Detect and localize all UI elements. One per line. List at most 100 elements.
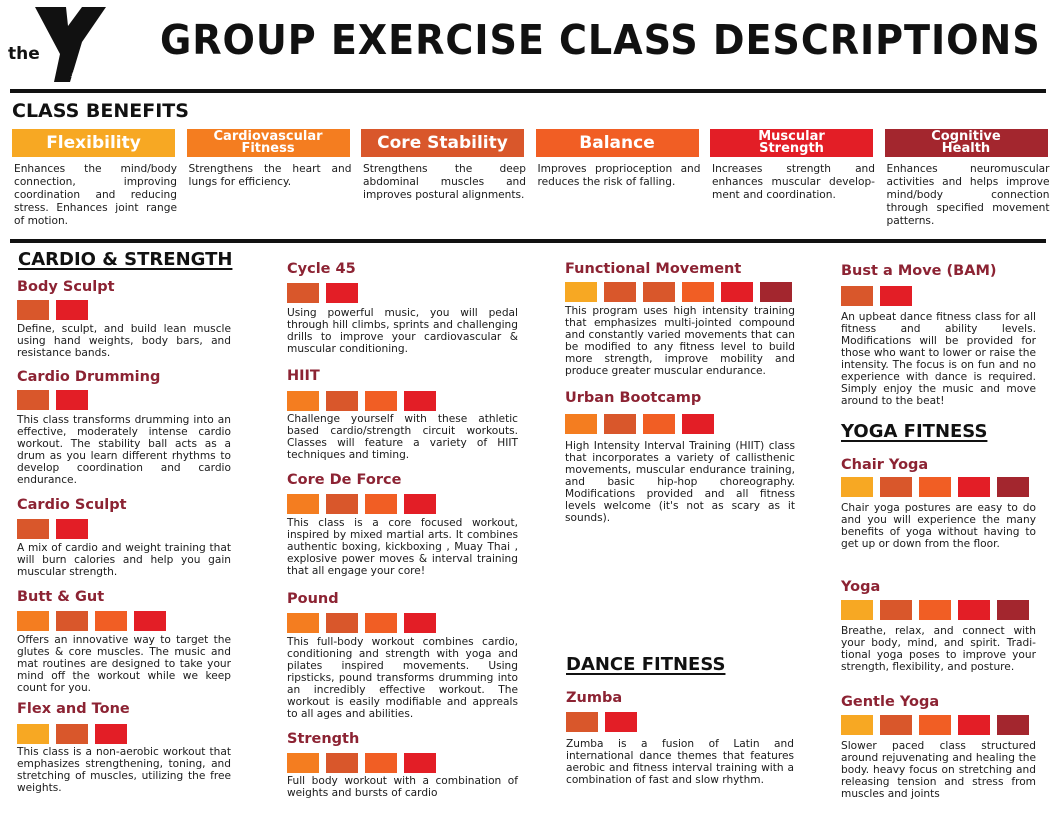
- benefit-description: Enhances the mind/body connection, impro…: [14, 163, 177, 227]
- class-description: Using powerful music, you will pedal thr…: [287, 307, 518, 355]
- class-description: This full-body workout combines cardio, …: [287, 636, 518, 720]
- benefit-header-2: Core Stability: [361, 129, 524, 157]
- class-description: This program uses high intensity trainin…: [565, 305, 795, 377]
- benefit-swatch: [682, 282, 714, 302]
- class-title: Zumba: [566, 690, 623, 706]
- benefit-swatch: [958, 715, 990, 735]
- benefit-swatches: [841, 600, 1029, 620]
- benefit-swatch: [326, 391, 358, 411]
- benefit-swatch: [56, 724, 88, 744]
- benefit-swatches: [17, 300, 88, 320]
- benefit-swatch: [997, 715, 1029, 735]
- benefit-swatches: [287, 283, 358, 303]
- class-title: Cardio Sculpt: [17, 497, 127, 513]
- benefit-swatch: [643, 282, 675, 302]
- benefit-swatch: [326, 613, 358, 633]
- class-title: HIIT: [287, 368, 320, 384]
- benefit-swatches: [17, 519, 88, 539]
- class-description: A mix of cardio and weight training that…: [17, 542, 231, 578]
- benefit-swatch: [17, 724, 49, 744]
- class-description: Slower paced class structured around rej…: [841, 740, 1036, 800]
- benefit-swatches: [17, 611, 166, 631]
- benefit-swatch: [95, 724, 127, 744]
- benefit-swatch: [17, 611, 49, 631]
- benefit-swatch: [365, 753, 397, 773]
- benefit-swatch: [880, 286, 912, 306]
- benefit-swatch: [997, 477, 1029, 497]
- benefit-swatch: [287, 494, 319, 514]
- benefit-header-0: Flexibility: [12, 129, 175, 157]
- benefit-swatch: [17, 300, 49, 320]
- benefit-swatches: [17, 724, 127, 744]
- benefit-swatches: [287, 753, 436, 773]
- benefit-swatches: [841, 715, 1029, 735]
- class-description: Full body workout with a combination of …: [287, 775, 518, 799]
- benefit-swatch: [287, 753, 319, 773]
- benefit-swatches: [841, 477, 1029, 497]
- benefit-swatch: [605, 712, 637, 732]
- benefit-swatch: [134, 611, 166, 631]
- class-description: Chair yoga postures are easy to do and y…: [841, 502, 1036, 550]
- benefit-header-5: Cognitive Health: [884, 129, 1048, 157]
- benefit-swatches: [565, 282, 792, 302]
- class-description: Challenge yourself with these athletic b…: [287, 413, 518, 461]
- benefit-swatch: [643, 414, 675, 434]
- section-dance-fitness: DANCE FITNESS: [566, 654, 726, 675]
- benefit-swatch: [17, 519, 49, 539]
- class-description: This class transforms drumming into an e…: [17, 414, 231, 486]
- benefit-swatch: [565, 414, 597, 434]
- benefit-swatch: [326, 753, 358, 773]
- class-description: An upbeat dance fitness class for all fi…: [841, 311, 1036, 407]
- benefit-swatches: [17, 390, 88, 410]
- benefit-header-4: Muscular Strength: [710, 129, 873, 157]
- benefit-description: Enhances neuromuscular activities and he…: [886, 163, 1050, 227]
- benefit-swatch: [682, 414, 714, 434]
- benefit-description: Strengthens the deep abdominal muscles a…: [363, 163, 526, 201]
- benefit-swatch: [841, 600, 873, 620]
- class-benefits-heading: CLASS BENEFITS: [12, 100, 189, 122]
- class-title: Gentle Yoga: [841, 694, 940, 710]
- class-title: Urban Bootcamp: [565, 390, 702, 406]
- class-title: Functional Movement: [565, 261, 742, 277]
- benefit-swatch: [604, 282, 636, 302]
- benefit-swatch: [17, 390, 49, 410]
- benefit-swatch: [919, 477, 951, 497]
- benefit-swatch: [56, 519, 88, 539]
- benefit-swatch: [841, 715, 873, 735]
- page-title: GROUP EXERCISE CLASS DESCRIPTIONS: [160, 16, 1041, 64]
- benefit-swatch: [56, 611, 88, 631]
- ymca-y-icon: the YMCA: [8, 7, 106, 82]
- class-description: Offers an innovative way to target the g…: [17, 634, 231, 694]
- benefit-swatch: [997, 600, 1029, 620]
- class-description: High Intensity Interval Training (HIIT) …: [565, 440, 795, 524]
- benefit-swatch: [326, 283, 358, 303]
- benefit-swatch: [880, 715, 912, 735]
- benefit-swatches: [287, 391, 436, 411]
- benefit-swatch: [919, 600, 951, 620]
- class-title: Body Sculpt: [17, 279, 115, 295]
- benefit-swatch: [566, 712, 598, 732]
- benefit-swatch: [287, 391, 319, 411]
- benefit-swatch: [404, 391, 436, 411]
- benefit-swatch: [56, 300, 88, 320]
- middle-divider: [10, 239, 1046, 243]
- benefit-swatch: [841, 286, 873, 306]
- class-title: Bust a Move (BAM): [841, 263, 997, 279]
- class-description: Define, sculpt, and build lean muscle us…: [17, 323, 231, 359]
- benefit-swatch: [95, 611, 127, 631]
- benefit-header-1: Cardiovascular Fitness: [186, 129, 350, 157]
- top-divider: [10, 89, 1046, 93]
- svg-text:the: the: [8, 44, 40, 64]
- class-description: Breathe, relax, and connect with your bo…: [841, 625, 1036, 673]
- class-title: Cycle 45: [287, 261, 356, 277]
- benefit-swatch: [565, 282, 597, 302]
- benefit-swatches: [841, 286, 912, 306]
- benefit-description: Strengthens the heart and lungs for effi…: [188, 163, 352, 188]
- benefit-swatch: [958, 600, 990, 620]
- class-title: Chair Yoga: [841, 457, 929, 473]
- class-title: Pound: [287, 591, 339, 607]
- benefit-swatch: [958, 477, 990, 497]
- benefit-swatch: [404, 494, 436, 514]
- benefit-swatch: [56, 390, 88, 410]
- benefit-description: Increases strength and enhances muscular…: [712, 163, 875, 201]
